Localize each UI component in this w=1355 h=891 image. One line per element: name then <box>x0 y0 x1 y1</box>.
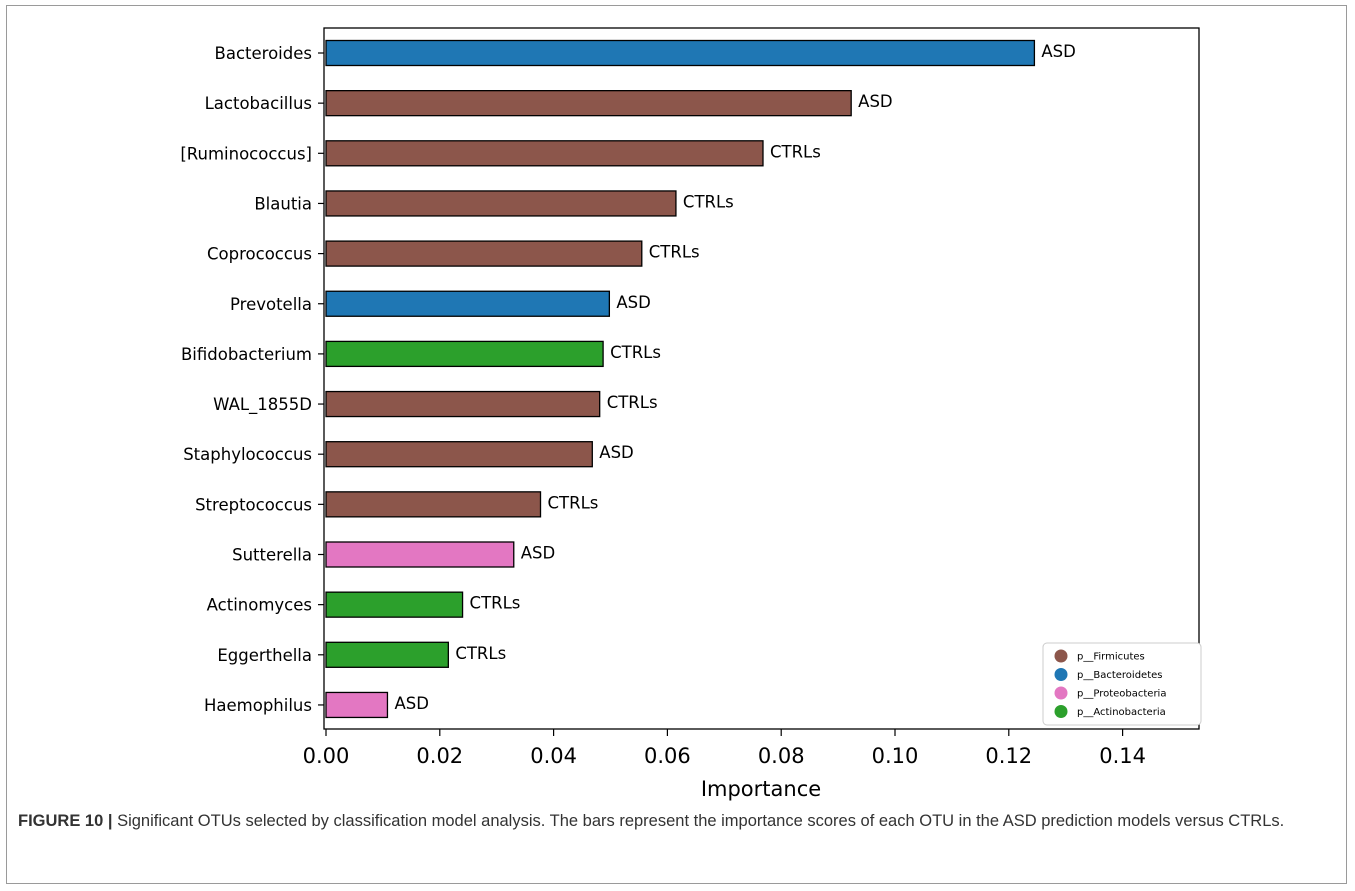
caption-label: FIGURE 10 | <box>18 812 113 830</box>
y-tick-label: Actinomyces <box>207 596 312 615</box>
bar-group-label: CTRLs <box>470 594 521 613</box>
bar-group-label: CTRLs <box>607 393 658 412</box>
bar-wal-1855d <box>325 390 601 418</box>
x-tick-label: 0.12 <box>985 744 1032 768</box>
legend-marker-firmicutes <box>1054 649 1068 663</box>
bar-group-label: CTRLs <box>649 243 700 262</box>
legend-label: p__Firmicutes <box>1077 652 1145 663</box>
legend-label: p__Bacteroidetes <box>1077 670 1162 681</box>
bar-group-label: ASD <box>858 92 892 111</box>
caption-text: Significant OTUs selected by classificat… <box>117 812 1285 830</box>
legend-marker-bacteroidetes <box>1054 668 1068 681</box>
bar-blautia <box>325 190 677 217</box>
bar-group-label: ASD <box>599 443 633 462</box>
bar-staphylococcus <box>325 441 593 468</box>
bar-haemophilus <box>325 691 389 719</box>
bar-sutterella <box>325 541 515 568</box>
bar-group-label: ASD <box>521 544 555 563</box>
legend-label: p__Actinobacteria <box>1077 707 1166 718</box>
bar-group-label: CTRLs <box>610 343 661 362</box>
legend-marker-actinobacteria <box>1054 705 1068 718</box>
y-tick-label: Staphylococcus <box>183 445 312 464</box>
x-axis-title: Importance <box>701 777 821 801</box>
bars-layer: ASD ASD CTRLs CTRLs CTRLs ASD CTRLs CTRLs ASD CTR… <box>325 39 1076 719</box>
legend-marker-proteobacteria <box>1054 686 1068 700</box>
bar-ruminococcus <box>325 140 764 167</box>
y-tick-label: [Ruminococcus] <box>180 144 312 163</box>
y-tick-label: Haemophilus <box>204 696 312 715</box>
y-tick-label: Streptococcus <box>195 495 312 514</box>
legend-label: p__Proteobacteria <box>1077 689 1166 700</box>
y-tick-label: Bacteroides <box>215 44 312 63</box>
bar-eggerthella <box>325 641 449 668</box>
bar-coprococcus <box>325 240 643 267</box>
x-tick-label: 0.00 <box>303 744 350 768</box>
bar-group-label: CTRLs <box>548 493 599 512</box>
figure-caption: FIGURE 10 | Significant OTUs selected by… <box>18 808 1318 834</box>
x-tick-label: 0.02 <box>416 744 463 768</box>
x-tick-label: 0.06 <box>644 744 691 768</box>
plot-frame <box>323 27 1200 730</box>
y-tick-label: Prevotella <box>230 295 312 314</box>
bar-group-label: CTRLs <box>455 644 506 663</box>
bar-bacteroides <box>325 39 1036 67</box>
y-tick-label: Bifidobacterium <box>181 345 312 364</box>
bar-streptococcus <box>325 491 542 518</box>
y-tick-label: Coprococcus <box>207 245 312 264</box>
x-tick-label: 0.04 <box>530 744 577 768</box>
bar-group-label: CTRLs <box>683 192 734 211</box>
y-tick-label: WAL_1855D <box>213 395 312 415</box>
bar-group-label: ASD <box>394 694 428 713</box>
figure-frame <box>6 5 1347 884</box>
x-tick-label: 0.08 <box>758 744 805 768</box>
y-tick-label: Blautia <box>254 194 312 213</box>
bar-prevotella <box>325 290 611 317</box>
x-tick-label: 0.10 <box>872 744 919 768</box>
x-tick-label: 0.14 <box>1099 744 1146 768</box>
y-tick-label: Sutterella <box>232 546 312 565</box>
legend: p__Firmicutes p__Bacteroidetes p__Proteoba… <box>1042 642 1202 726</box>
bar-group-label: CTRLs <box>770 142 821 161</box>
y-tick-label: Eggerthella <box>217 646 312 665</box>
legend-box <box>1042 642 1202 726</box>
bar-group-label: ASD <box>1041 42 1075 61</box>
bar-actinomyces <box>325 591 464 618</box>
bar-lactobacillus <box>325 90 852 117</box>
axes-layer: Bacteroides Lactobacillus [Ruminococcus] Bl… <box>180 27 1200 801</box>
y-tick-label: Lactobacillus <box>205 94 312 113</box>
bar-group-label: ASD <box>616 293 650 312</box>
bar-bifidobacterium <box>325 340 604 368</box>
